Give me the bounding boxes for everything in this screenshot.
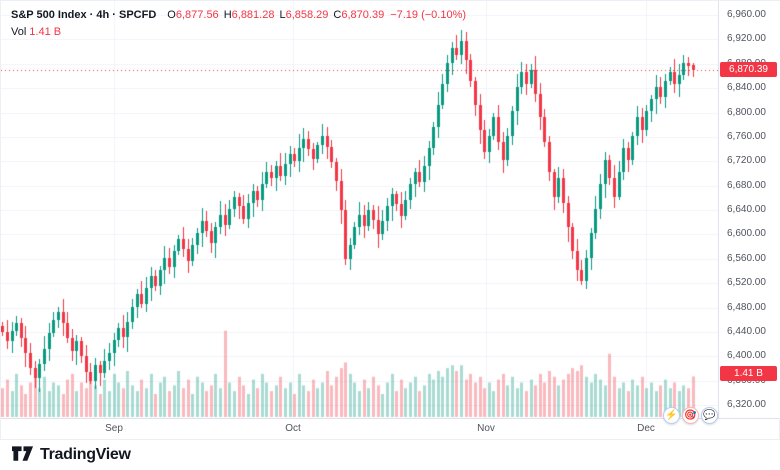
price-axis-label: 6,920.00 (727, 33, 766, 45)
last-price-badge: 6,870.39 (720, 61, 777, 77)
price-axis-label: 6,600.00 (727, 228, 766, 240)
price-axis-label: 6,800.00 (727, 106, 766, 118)
price-axis-label: 6,320.00 (727, 399, 766, 410)
price-axis-label: 6,680.00 (727, 179, 766, 191)
low-key: L (279, 9, 286, 21)
symbol-title[interactable]: S&P 500 Index · 4h · SPCFD (11, 9, 157, 21)
time-axis-label: Oct (285, 423, 301, 434)
open-value: 6,877.56 (175, 9, 219, 21)
price-axis-label: 6,440.00 (727, 325, 766, 337)
high-value: 6,881.28 (231, 9, 275, 21)
price-axis-label: 6,400.00 (727, 350, 766, 362)
open-key: O (167, 9, 176, 21)
close-value: 6,870.39 (341, 9, 385, 21)
low-value: 6,858.29 (285, 9, 329, 21)
time-axis-label: Nov (477, 423, 495, 434)
lightning-reaction-icon[interactable]: ⚡ (663, 407, 680, 424)
price-axis-label: 6,840.00 (727, 82, 766, 94)
time-axis-label: Dec (637, 423, 655, 434)
price-axis-label: 6,520.00 (727, 277, 766, 289)
price-axis-label: 6,960.00 (727, 9, 766, 20)
tradingview-logo[interactable] (12, 446, 34, 464)
comment-reaction-icon[interactable]: 💬 (701, 407, 718, 424)
target-reaction-icon[interactable]: 🎯 (682, 407, 699, 424)
chart-widget: S&P 500 Index · 4h · SPCFD O6,877.56 H6,88… (0, 0, 780, 440)
brand-name[interactable]: TradingView (40, 446, 131, 463)
volume-key: Vol (11, 26, 27, 38)
high-key: H (223, 9, 232, 21)
time-axis-label: Sep (105, 423, 123, 434)
time-scale[interactable]: Sep Oct Nov Dec (1, 418, 779, 439)
change-value: −7.19 (−0.10%) (390, 9, 467, 21)
chart-legend: S&P 500 Index · 4h · SPCFD O6,877.56 H6,88… (11, 7, 466, 41)
volume-value: 1.41 B (29, 26, 62, 38)
price-chart-canvas[interactable] (1, 1, 718, 418)
footer: TradingView (0, 440, 780, 470)
price-axis-label: 6,640.00 (727, 204, 766, 215)
last-volume-badge: 1.41 B (720, 366, 777, 382)
price-axis-label: 6,480.00 (727, 301, 766, 313)
price-axis-label: 6,560.00 (727, 252, 766, 264)
price-axis-label: 6,720.00 (727, 155, 766, 167)
price-axis-label: 6,760.00 (727, 130, 766, 142)
reaction-buttons: ⚡ 🎯 💬 (663, 407, 718, 424)
close-key: C (333, 9, 342, 21)
